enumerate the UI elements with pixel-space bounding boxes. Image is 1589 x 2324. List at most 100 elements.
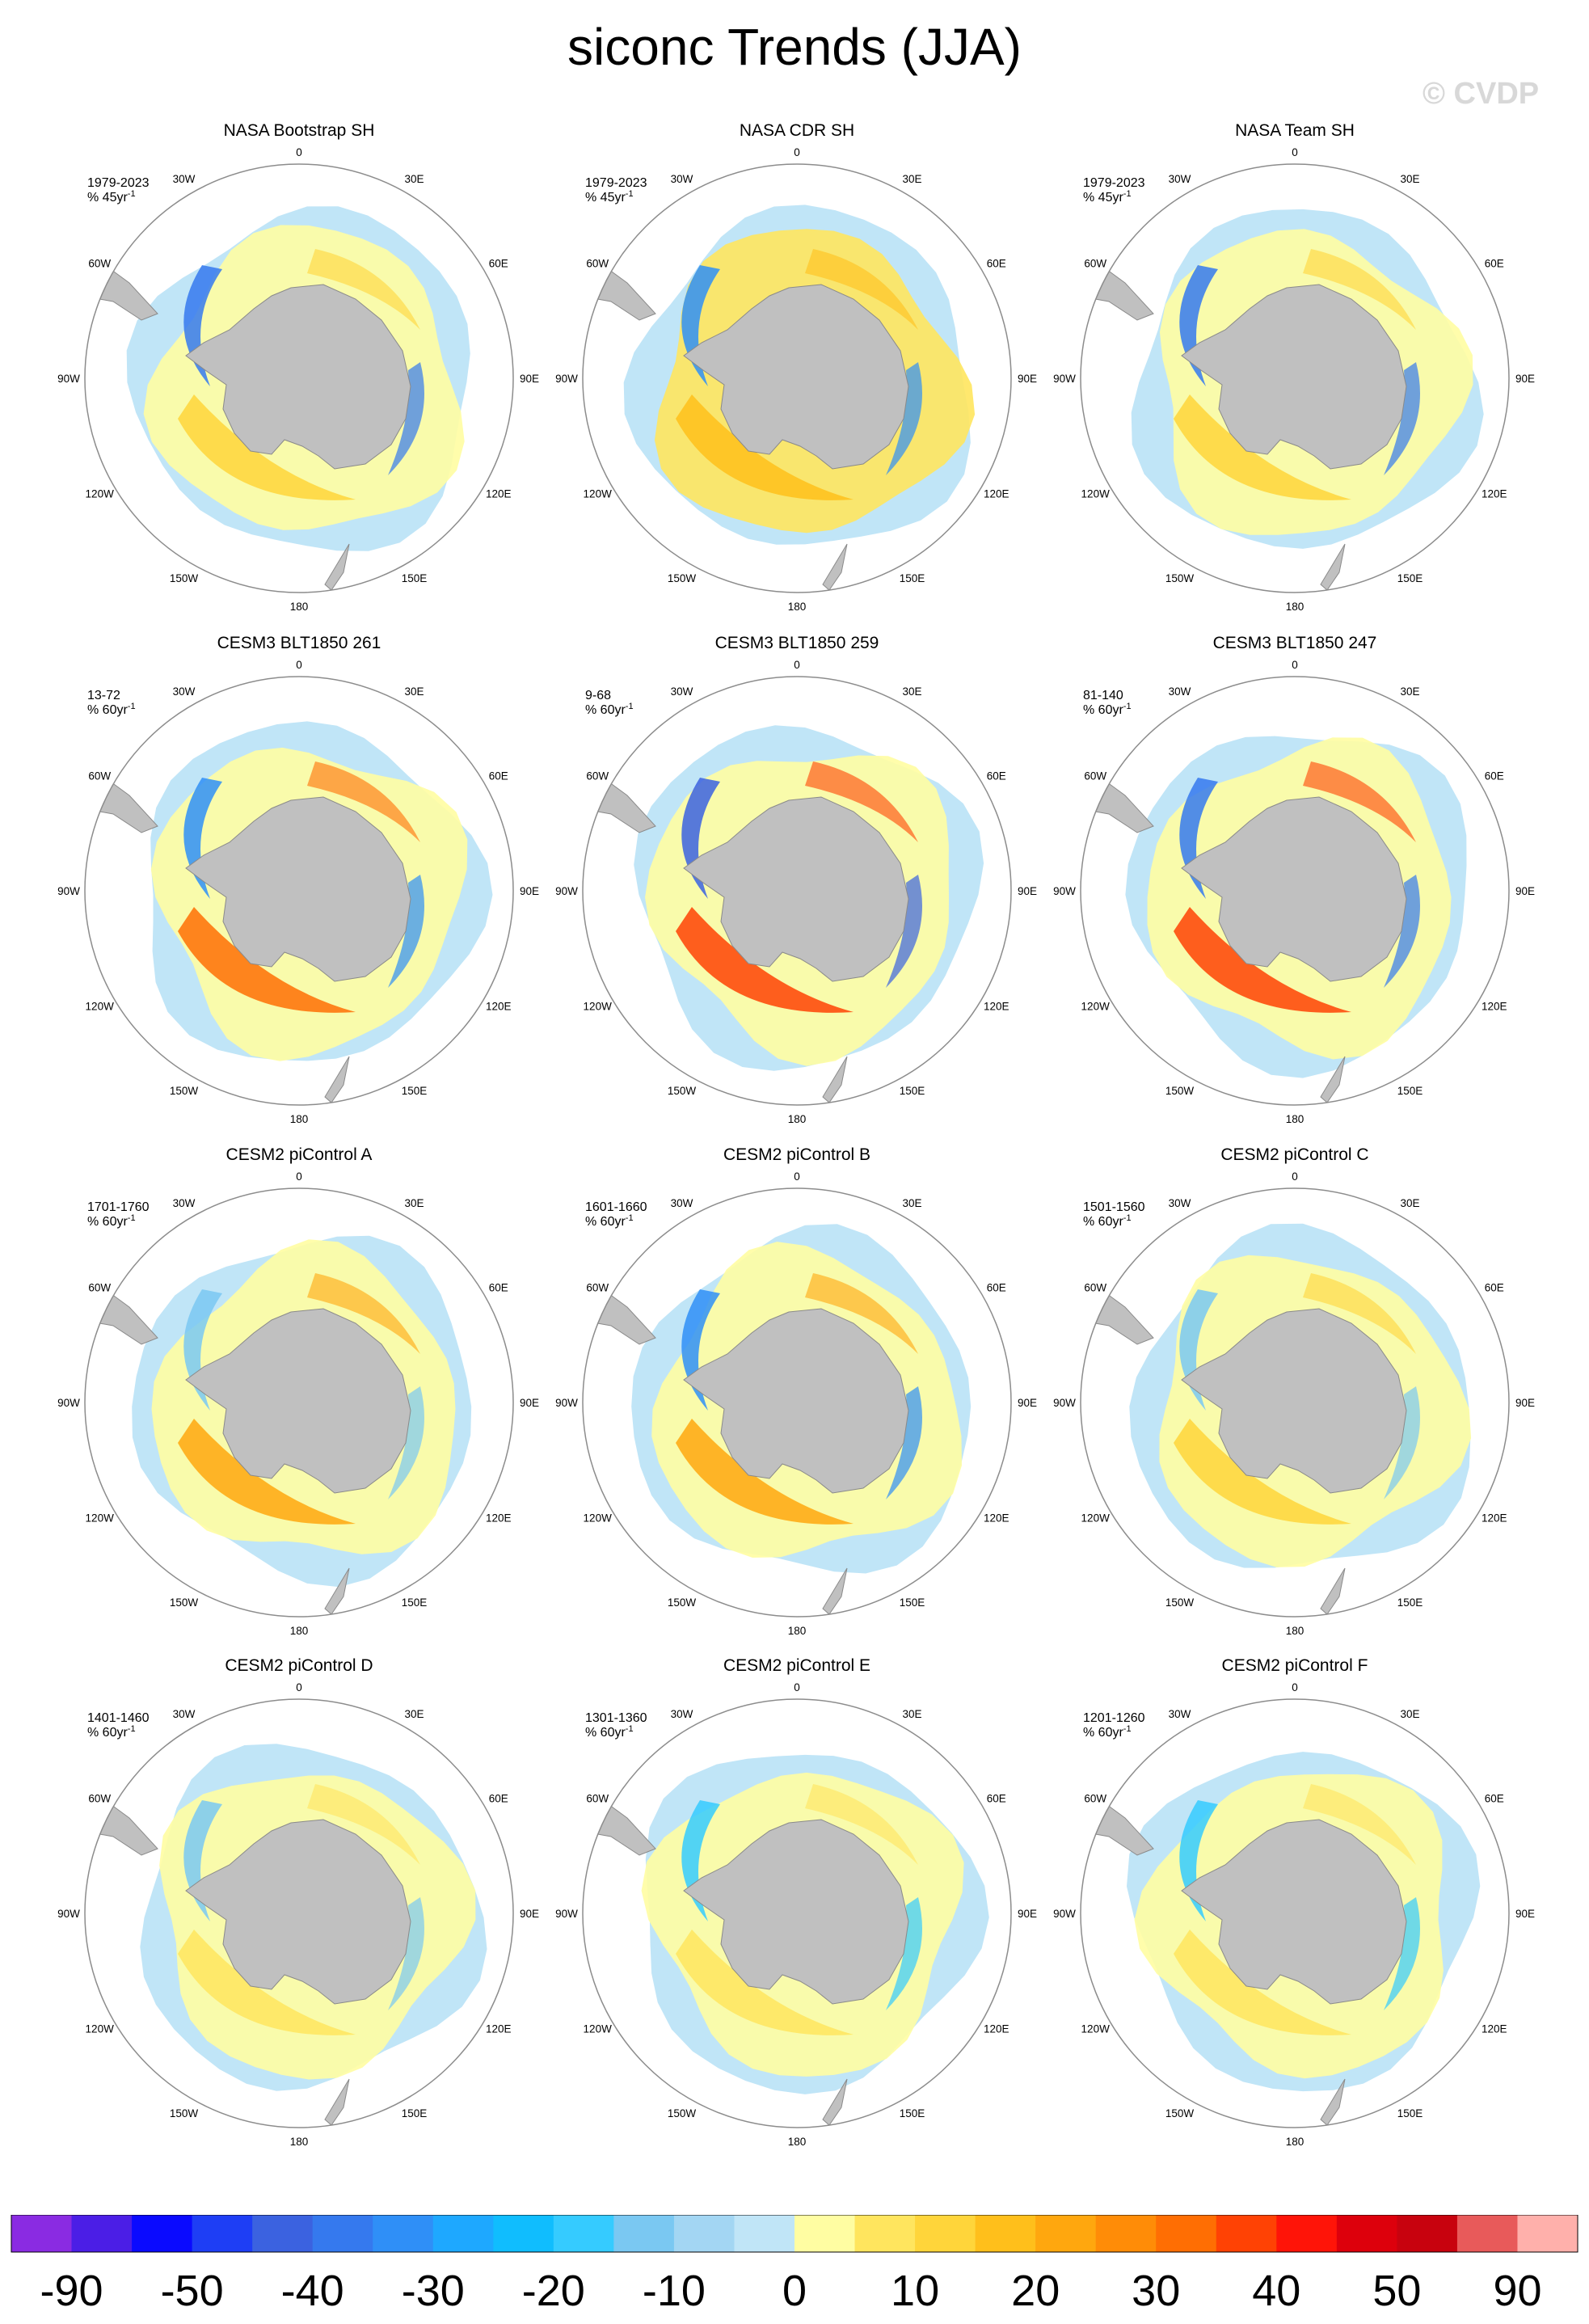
longitude-label: 150W [170,1596,199,1609]
south-america-landmass [1085,264,1154,321]
longitude-label: 30E [404,173,424,185]
longitude-label: 120E [984,1001,1009,1013]
colorbar-label: 40 [1252,2267,1300,2315]
new-zealand-landmass [1320,1567,1346,1615]
south-america-landmass [1085,777,1154,833]
panel-units-exp: -1 [626,702,634,711]
longitude-label: 90E [1018,1397,1037,1409]
longitude-label: 90E [520,1908,539,1920]
longitude-label: 120E [984,1512,1009,1525]
longitude-label: 60E [987,770,1006,782]
map-boundary [84,163,514,593]
antarctica-landmass [683,1819,909,2005]
longitude-label: 120E [984,488,1009,500]
panel-units-exp: -1 [1123,1724,1132,1734]
panel-units-text: % 45yr [1083,191,1123,205]
south-america-landmass [588,1289,656,1345]
longitude-label: 120E [486,1001,512,1013]
longitude-label: 150E [402,2107,428,2119]
colorbar-label: 10 [891,2267,939,2315]
longitude-label: 30E [404,1197,424,1209]
panel-period: 1979-2023 [585,176,647,190]
longitude-label: 60W [88,1282,111,1294]
panel-units: % 60yr-1 [585,1213,634,1229]
longitude-label: 180 [290,1113,309,1125]
longitude-label: 90E [1515,885,1535,897]
panel-units: % 45yr-1 [87,189,136,205]
longitude-label: 120E [984,2023,1009,2035]
longitude-label: 0 [296,146,302,158]
longitude-label: 0 [794,659,800,671]
map-boundary [582,1698,1012,2128]
new-zealand-landmass [324,1567,350,1615]
longitude-label: 150E [402,1085,428,1097]
longitude-label: 90E [1515,373,1535,385]
longitude-label: 30E [1400,1197,1419,1209]
positive-trend-band [1303,1273,1416,1354]
map-boundary [582,676,1012,1106]
longitude-label: 120E [1482,488,1507,500]
longitude-label: 180 [788,1113,807,1125]
panel-units-exp: -1 [1123,189,1132,199]
positive-trend-band [676,907,854,1013]
longitude-label: 30E [1400,685,1419,698]
map-boundary [582,163,1012,593]
colorbar-swatch [11,2215,73,2252]
positive-trend-band [307,1273,420,1354]
antarctica-landmass [185,796,411,982]
longitude-label: 90W [555,373,578,385]
panel-units-text: % 60yr [1083,1215,1123,1229]
colorbar-swatch [734,2215,795,2252]
colorbar-label: -10 [643,2267,706,2315]
positive-trend-band [676,1930,854,2035]
positive-trend-band [178,1930,356,2035]
positive-trend-band [805,761,918,842]
longitude-label: 60W [1084,1282,1106,1294]
longitude-label: 150W [1165,1085,1195,1097]
colorbar-label: 0 [782,2267,807,2315]
south-america-landmass [588,264,656,321]
panel-units: % 45yr-1 [585,189,634,205]
new-zealand-landmass [822,1056,848,1103]
longitude-label: 120W [1081,488,1111,500]
panel-title: CESM2 piControl C [1220,1145,1368,1164]
panel-period: 1979-2023 [1083,176,1145,190]
colorbar-label: -30 [402,2267,465,2315]
longitude-label: 120W [584,1001,613,1013]
longitude-label: 30E [404,685,424,698]
longitude-label: 60W [586,258,609,270]
south-america-landmass [90,264,158,321]
map-boundary [1080,163,1510,593]
panel-units-text: % 60yr [585,703,626,717]
longitude-label: 180 [1286,601,1304,613]
colorbar-swatch [493,2215,554,2252]
positive-trend-band [1174,1930,1351,2035]
longitude-label: 150E [402,1596,428,1609]
longitude-label: 120E [1482,1512,1507,1525]
colorbar-label: 50 [1372,2267,1421,2315]
panel-units-exp: -1 [626,1724,634,1734]
panel-units: % 60yr-1 [87,702,136,717]
longitude-label: 180 [1286,1113,1304,1125]
longitude-label: 90W [555,1397,578,1409]
longitude-label: 120E [486,488,512,500]
panel-title: CESM2 piControl D [225,1656,373,1675]
panel-title: CESM3 BLT1850 247 [1213,634,1377,652]
positive-trend-band [178,907,356,1013]
cvdp-watermark: © CVDP [1423,77,1540,111]
positive-trend-band [805,249,918,330]
colorbar-swatch [915,2215,976,2252]
longitude-label: 150E [1397,2107,1423,2119]
south-america-landmass [1085,1289,1154,1345]
panel-units: % 60yr-1 [87,1724,136,1740]
panel-title: NASA CDR SH [740,121,854,140]
longitude-label: 90E [1515,1397,1535,1409]
new-zealand-landmass [822,543,848,591]
longitude-label: 150W [170,2107,199,2119]
longitude-label: 90E [520,885,539,897]
longitude-label: 120W [1081,1512,1111,1525]
panel-units-exp: -1 [626,1213,634,1223]
antarctica-landmass [683,796,909,982]
panel-units-exp: -1 [1123,702,1132,711]
colorbar-swatch [553,2215,614,2252]
